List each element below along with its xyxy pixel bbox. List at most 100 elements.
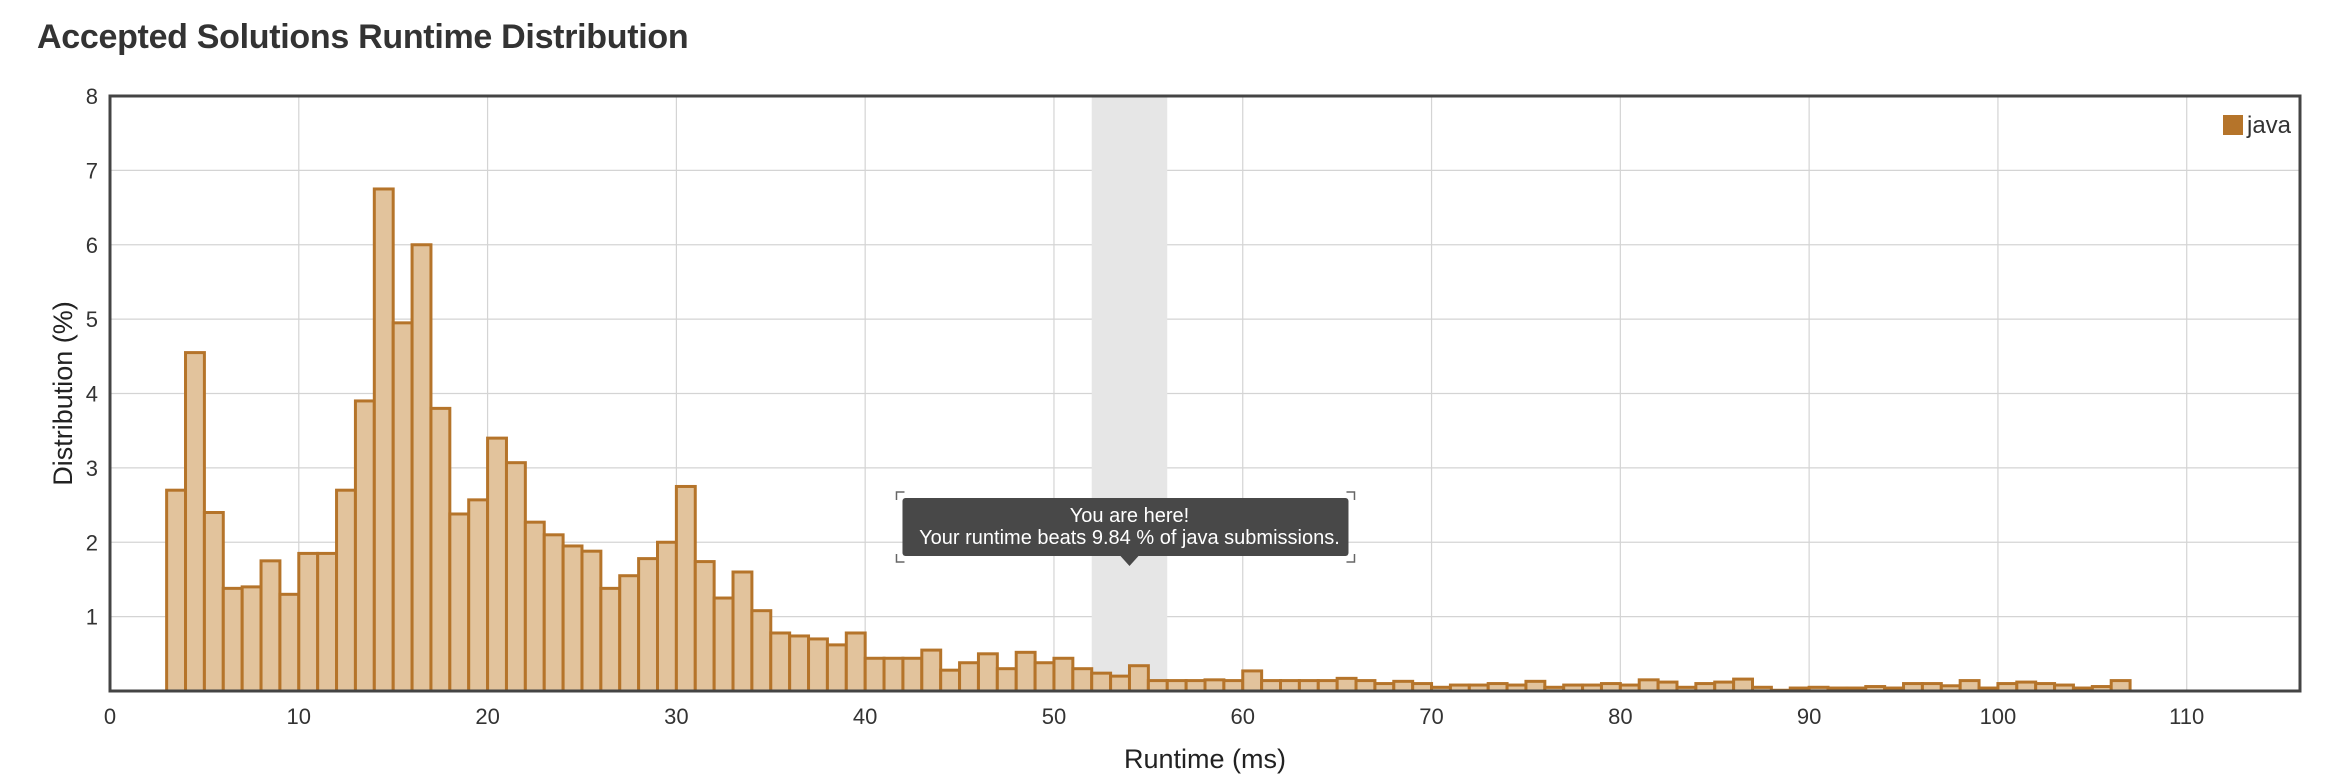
bar[interactable] bbox=[1146, 679, 1169, 693]
bar[interactable] bbox=[184, 351, 206, 693]
bar[interactable] bbox=[1279, 679, 1301, 693]
bar[interactable] bbox=[353, 399, 376, 693]
bar[interactable] bbox=[1052, 656, 1075, 693]
tooltip-corner bbox=[1346, 491, 1356, 500]
x-tick-label: 110 bbox=[2169, 704, 2204, 729]
runtime-tooltip: You are here! Your runtime beats 9.84 % … bbox=[895, 491, 1356, 566]
x-tick-label: 30 bbox=[664, 704, 688, 729]
bar[interactable] bbox=[731, 570, 754, 693]
bar[interactable] bbox=[1637, 678, 1660, 693]
x-tick-label: 40 bbox=[853, 704, 877, 729]
y-tick-label: 7 bbox=[86, 158, 98, 183]
bar[interactable] bbox=[221, 586, 244, 693]
bar[interactable] bbox=[1335, 676, 1358, 693]
bar[interactable] bbox=[1354, 679, 1377, 693]
bar[interactable] bbox=[1014, 650, 1037, 693]
runtime-highlight-band bbox=[1091, 96, 1168, 691]
bar[interactable] bbox=[561, 544, 584, 693]
bar[interactable] bbox=[788, 634, 811, 693]
tooltip-line-1: You are here! bbox=[1070, 505, 1189, 527]
bar[interactable] bbox=[523, 520, 546, 693]
bar[interactable] bbox=[1127, 664, 1150, 693]
bar[interactable] bbox=[1165, 679, 1188, 693]
bar[interactable] bbox=[863, 656, 886, 693]
bar[interactable] bbox=[1316, 679, 1339, 693]
bar[interactable] bbox=[297, 551, 320, 693]
y-axis-title: Distribution (%) bbox=[48, 301, 78, 486]
tooltip-corner bbox=[895, 554, 905, 563]
plot-frame bbox=[108, 94, 2302, 693]
bar[interactable] bbox=[429, 406, 452, 693]
bar[interactable] bbox=[939, 668, 962, 693]
bar[interactable] bbox=[448, 512, 471, 693]
bar[interactable] bbox=[882, 656, 905, 693]
bar[interactable] bbox=[1732, 677, 1755, 693]
bar[interactable] bbox=[580, 549, 603, 693]
bar[interactable] bbox=[1033, 661, 1056, 693]
bar[interactable] bbox=[259, 559, 282, 693]
bar[interactable] bbox=[1241, 669, 1264, 693]
x-tick-labels: 0 10 20 30 40 50 60 70 80 90 100 110 bbox=[104, 704, 2204, 729]
bar[interactable] bbox=[240, 585, 263, 693]
bar[interactable] bbox=[1071, 667, 1094, 693]
bar[interactable] bbox=[1297, 679, 1320, 693]
bar[interactable] bbox=[542, 533, 565, 693]
bar[interactable] bbox=[844, 631, 867, 693]
bar[interactable] bbox=[901, 656, 924, 693]
x-tick-label: 80 bbox=[1608, 704, 1632, 729]
chart-title: Accepted Solutions Runtime Distribution bbox=[37, 18, 689, 56]
x-tick-label: 100 bbox=[1980, 704, 2017, 729]
bar[interactable] bbox=[335, 488, 357, 693]
legend[interactable]: java bbox=[2221, 112, 2292, 139]
bar[interactable] bbox=[1184, 679, 1207, 693]
bar[interactable] bbox=[2109, 679, 2132, 693]
bar[interactable] bbox=[825, 643, 848, 693]
legend-swatch-java bbox=[2221, 113, 2245, 137]
y-tick-labels: 1 2 3 4 5 6 7 8 bbox=[86, 84, 98, 630]
bar[interactable] bbox=[486, 436, 508, 693]
y-tick-label: 2 bbox=[86, 530, 98, 555]
bar[interactable] bbox=[372, 187, 395, 693]
bar[interactable] bbox=[410, 243, 433, 693]
bar[interactable] bbox=[467, 498, 490, 693]
bar[interactable] bbox=[1090, 671, 1113, 693]
bar[interactable] bbox=[995, 667, 1018, 693]
y-tick-label: 1 bbox=[86, 605, 98, 630]
bar[interactable] bbox=[1109, 674, 1131, 693]
bar[interactable] bbox=[712, 596, 735, 693]
x-tick-label: 50 bbox=[1042, 704, 1066, 729]
bar[interactable] bbox=[618, 574, 641, 693]
bar[interactable] bbox=[976, 652, 999, 693]
bar[interactable] bbox=[1222, 679, 1245, 693]
bar[interactable] bbox=[1203, 678, 1226, 693]
y-tick-label: 5 bbox=[86, 307, 98, 332]
x-tick-label: 20 bbox=[475, 704, 499, 729]
bar[interactable] bbox=[920, 648, 943, 693]
bar[interactable] bbox=[278, 592, 301, 693]
bar[interactable] bbox=[202, 511, 225, 693]
bar[interactable] bbox=[165, 488, 188, 693]
bar[interactable] bbox=[750, 609, 773, 693]
x-tick-label: 10 bbox=[287, 704, 311, 729]
bar[interactable] bbox=[637, 557, 659, 693]
tooltip-corner bbox=[895, 491, 905, 500]
bars bbox=[165, 187, 2132, 693]
bar[interactable] bbox=[958, 661, 980, 693]
x-tick-label: 0 bbox=[104, 704, 116, 729]
bar[interactable] bbox=[1958, 679, 1981, 693]
x-tick-label: 90 bbox=[1797, 704, 1821, 729]
bar[interactable] bbox=[504, 461, 527, 693]
bar[interactable] bbox=[1260, 679, 1283, 693]
bar[interactable] bbox=[807, 637, 829, 693]
bar[interactable] bbox=[769, 631, 792, 693]
legend-label-java: java bbox=[2246, 112, 2292, 139]
tooltip-arrow bbox=[1120, 556, 1139, 566]
y-tick-label: 4 bbox=[86, 382, 98, 407]
bar[interactable] bbox=[693, 560, 716, 693]
bar[interactable] bbox=[316, 551, 339, 693]
bar[interactable] bbox=[391, 321, 414, 693]
bar[interactable] bbox=[674, 484, 697, 693]
bar[interactable] bbox=[656, 540, 678, 693]
bar[interactable] bbox=[599, 586, 622, 693]
